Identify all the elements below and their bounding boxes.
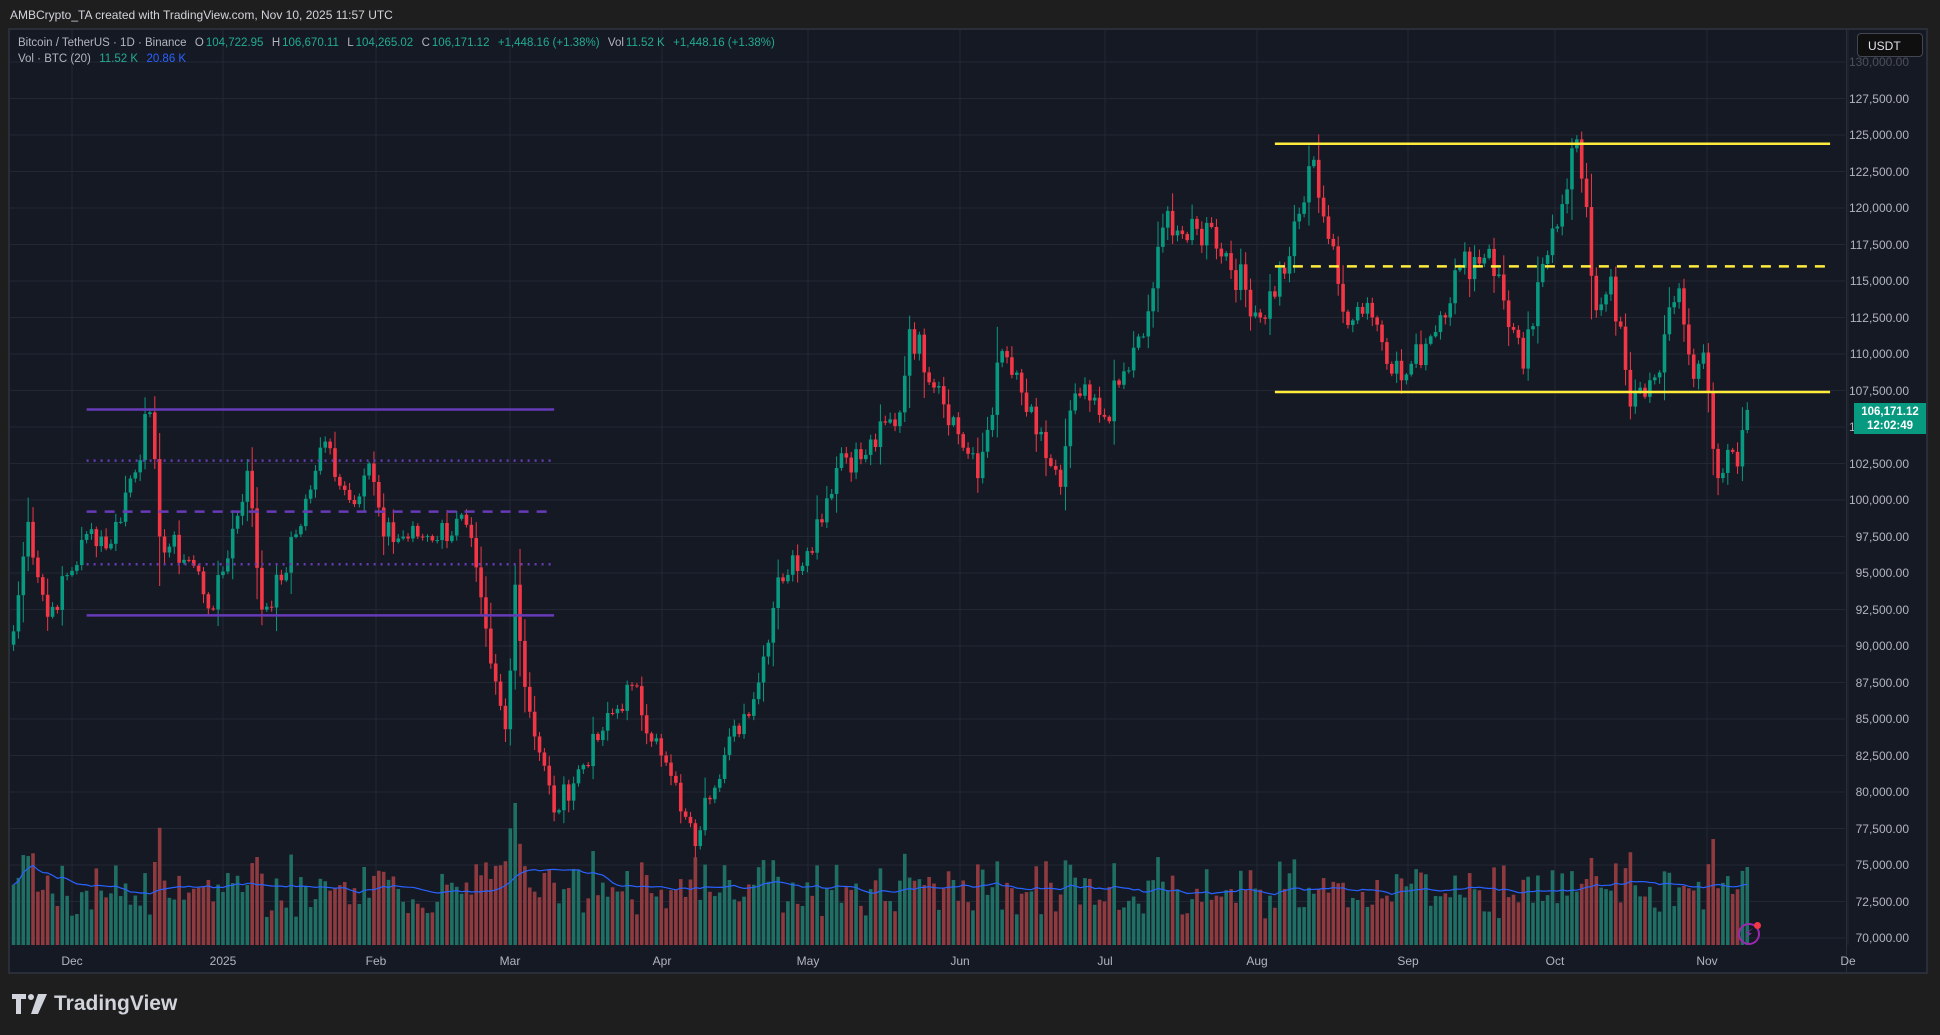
time-axis-label: Aug <box>1246 954 1268 968</box>
time-axis-label: Jul <box>1097 954 1113 968</box>
ohlc-row: Bitcoin / TetherUS · 1D · Binance O 104,7… <box>18 35 777 51</box>
price-tick: 107,500.00 <box>1848 383 1909 398</box>
price-tick: 112,500.00 <box>1849 310 1909 325</box>
price-tick: 115,000.00 <box>1849 274 1909 288</box>
price-tick: 102,500.00 <box>1848 456 1909 471</box>
price-tick: 95,000.00 <box>1855 566 1909 580</box>
time-axis-label: De <box>1840 954 1856 968</box>
currency-button[interactable]: USDT <box>1857 33 1923 57</box>
price-tick: 97,500.00 <box>1855 529 1909 544</box>
low-label: L <box>347 37 354 49</box>
price-tick: 92,500.00 <box>1855 602 1909 617</box>
range-levels[interactable] <box>86 142 1831 617</box>
price-tick: 75,000.00 <box>1855 858 1909 872</box>
price-tick: 125,000.00 <box>1848 128 1909 142</box>
open-value: 104,722.95 <box>205 37 264 49</box>
time-axis-label: Sep <box>1397 954 1419 968</box>
high-label: H <box>271 37 281 49</box>
lightning-alert-icon[interactable]: ⚡ <box>1738 922 1761 945</box>
price-tick: 85,000.00 <box>1855 712 1909 726</box>
candles <box>11 131 1750 861</box>
high-value: 106,670.11 <box>282 37 339 49</box>
time-axis-label: Nov <box>1696 954 1718 968</box>
close-label: C <box>421 37 430 49</box>
vol-label: Vol <box>607 37 624 49</box>
open-label: O <box>194 37 204 49</box>
volume-legend-row: Vol · BTC (20) 11.52 K 20.86 K <box>18 51 777 67</box>
price-tick: 70,000.00 <box>1855 931 1909 945</box>
bar-countdown: 12:02:49 <box>1866 420 1914 432</box>
price-tick: 110,000.00 <box>1849 347 1909 361</box>
notification-dot <box>1754 922 1761 929</box>
volume-ma-value: 20.86 K <box>146 53 187 65</box>
time-axis-label: Feb <box>365 954 387 968</box>
last-price-tag: 106,171.12 12:02:49 <box>1854 403 1926 434</box>
brand-name: TradingView <box>54 992 178 1015</box>
close-value: 106,171.12 <box>431 37 490 49</box>
price-tick: 120,000.00 <box>1848 201 1909 215</box>
volume-last-value: 11.52 K <box>99 53 139 65</box>
vol-value: 11.52 K <box>625 37 665 49</box>
price-tick: 117,500.00 <box>1849 237 1909 252</box>
change-value: +1,448.16 (+1.38%) <box>497 37 600 49</box>
symbol-title[interactable]: Bitcoin / TetherUS · 1D · Binance <box>18 37 187 49</box>
time-axis-label: May <box>796 954 820 968</box>
volume-indicator-title[interactable]: Vol · BTC (20) <box>18 53 91 65</box>
tradingview-logo: TradingView <box>12 992 177 1016</box>
tradingview-logo-icon <box>12 994 47 1014</box>
symbol-legend: Bitcoin / TetherUS · 1D · Binance O 104,7… <box>18 35 777 67</box>
vol-change-value: +1,448.16 (+1.38%) <box>673 37 775 49</box>
price-tick: 82,500.00 <box>1855 748 1909 763</box>
price-tick: 130,000.00 <box>1848 55 1909 69</box>
time-axis-label: Apr <box>652 954 672 968</box>
price-tick: 127,500.00 <box>1848 91 1909 106</box>
last-price: 106,171.12 <box>1861 406 1919 418</box>
price-axis[interactable]: 130,000.00 127,500.00 125,000.00 122,500.00… <box>1846 30 1927 972</box>
volume-ma-line <box>13 864 1748 896</box>
time-axis-label: Jun <box>950 954 970 968</box>
volume-bars <box>11 802 1750 945</box>
time-axis-label: 2025 <box>209 954 237 968</box>
price-tick: 122,500.00 <box>1848 164 1909 179</box>
time-axis-label: Dec <box>61 954 83 968</box>
price-tick: 80,000.00 <box>1855 785 1909 799</box>
price-tick: 87,500.00 <box>1855 675 1909 690</box>
price-tick: 77,500.00 <box>1855 821 1909 836</box>
price-tick: 100,000.00 <box>1848 493 1909 507</box>
time-axis-label: Oct <box>1545 954 1565 968</box>
low-value: 104,265.02 <box>355 37 414 49</box>
chart-frame[interactable] <box>8 28 1928 974</box>
price-tick: 90,000.00 <box>1855 639 1909 653</box>
price-tick: 72,500.00 <box>1855 894 1909 909</box>
chart-attribution: AMBCrypto_TA created with TradingView.co… <box>10 8 393 22</box>
time-axis-label: Mar <box>499 954 521 968</box>
